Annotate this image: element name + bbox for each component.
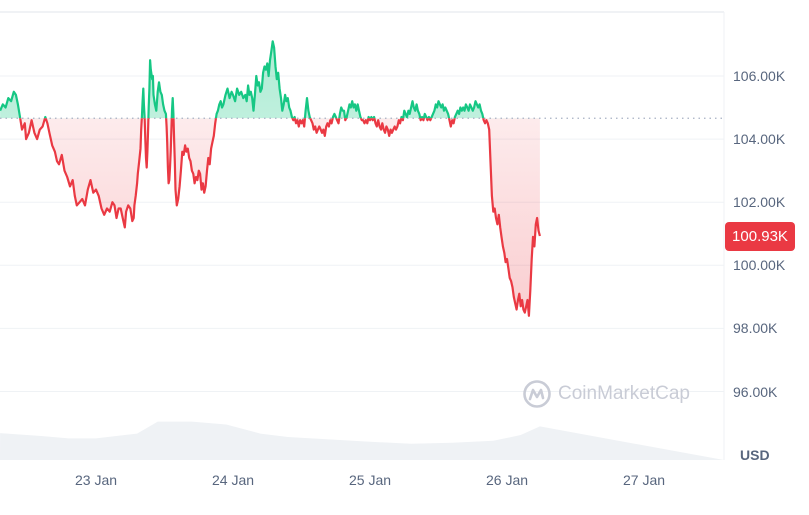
area-below-reference: [20, 118, 540, 316]
y-axis-tick-label: 106.00K: [733, 68, 786, 84]
coinmarketcap-logo-icon: [523, 380, 551, 408]
watermark-text: CoinMarketCap: [558, 383, 690, 404]
coinmarketcap-watermark: CoinMarketCap: [522, 379, 690, 409]
x-axis-tick-label: 27 Jan: [622, 472, 666, 488]
price-line-up: [0, 40, 485, 119]
x-axis-tick-label: 23 Jan: [74, 472, 118, 488]
x-axis-tick-label: 25 Jan: [348, 472, 392, 488]
price-line-down: [19, 118, 541, 317]
currency-unit-label: USD: [740, 447, 770, 463]
area-above-reference: [0, 41, 540, 119]
y-axis-tick-label: 96.00K: [733, 383, 778, 400]
y-axis-tick-label: 98.00K: [733, 320, 778, 337]
volume-area: [0, 421, 724, 460]
y-axis-tick-label: 104.00K: [733, 131, 786, 148]
current-price-badge: 100.93K: [725, 222, 795, 251]
x-axis-tick-label: 26 Jan: [485, 472, 529, 488]
x-axis-tick-label: 24 Jan: [211, 472, 255, 488]
y-axis-tick-label: 100.00K: [733, 257, 786, 274]
y-axis-tick-label: 102.00K: [733, 194, 786, 211]
